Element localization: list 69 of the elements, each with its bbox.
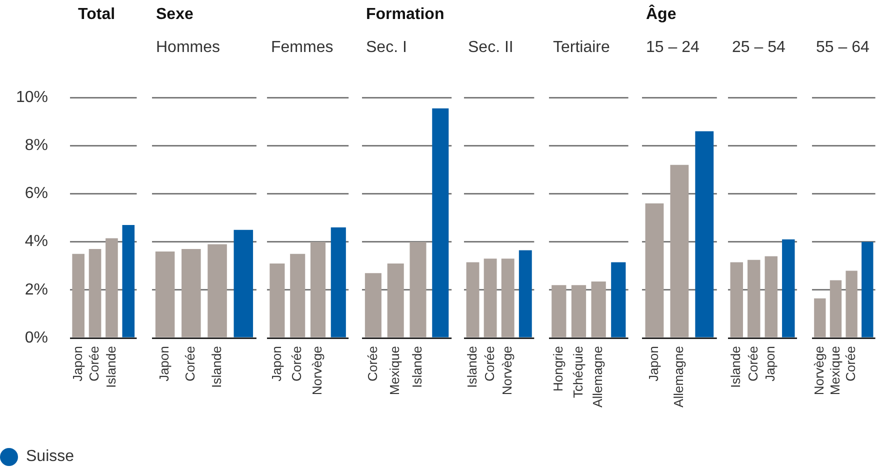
x-tick-label: Islande [103, 346, 118, 388]
bar [208, 244, 227, 338]
x-tick-label: Islande [208, 346, 224, 388]
chart-subtitle: 15 – 24 [646, 39, 700, 56]
x-tick-label: Japon [646, 346, 662, 382]
x-tick-label: Japon [268, 346, 284, 382]
x-tick-label: Mexique [827, 346, 842, 396]
y-tick-label: 6% [24, 185, 48, 202]
bar [155, 251, 175, 338]
x-tick-label: Japon [70, 346, 85, 382]
bar [270, 263, 285, 338]
bar [290, 254, 306, 338]
x-tick-label: Corée [482, 346, 497, 382]
chart-subtitle: Femmes [271, 39, 334, 56]
x-tick-label: Norvège [499, 346, 514, 396]
x-tick-label: Mexique [387, 346, 402, 396]
bar [748, 260, 760, 338]
x-tick-label: Islande [464, 346, 480, 388]
x-tick-label: Corée [182, 346, 198, 382]
chart-title: Formation [366, 6, 444, 23]
bar [182, 249, 201, 338]
y-tick-label: 4% [24, 233, 48, 250]
x-tick-label: Corée [86, 346, 102, 382]
chart-title: Âge [646, 6, 676, 23]
x-tick-label: Islande [728, 346, 744, 388]
chart-subtitle: 25 – 54 [732, 39, 786, 56]
bar [862, 242, 874, 338]
x-tick-label: Corée [289, 346, 304, 382]
y-tick-label: 8% [24, 137, 48, 154]
bar [830, 280, 842, 338]
legend-label: Suisse [26, 448, 74, 466]
bar [846, 270, 858, 338]
bar [387, 263, 404, 338]
chart-subtitle: Hommes [156, 39, 220, 56]
y-tick-label: 10% [16, 89, 48, 106]
x-tick-label: Tchéquie [570, 346, 586, 398]
x-tick-label: Corée [364, 346, 380, 382]
chart-title: Total [78, 6, 116, 23]
bar [310, 242, 326, 338]
x-tick-label: Norvège [310, 346, 325, 396]
x-tick-label: Corée [843, 346, 858, 382]
y-tick-label: 0% [24, 329, 48, 346]
bar [106, 238, 118, 338]
y-tick-label: 2% [24, 281, 48, 298]
x-tick-label: Japon [762, 346, 778, 382]
chart-subtitle: 55 – 64 [816, 39, 870, 56]
bar [782, 239, 795, 338]
x-tick-label: Corée [745, 346, 760, 382]
x-tick-label: Allemagne [590, 346, 606, 408]
chart-subtitle: Sec. II [468, 39, 514, 56]
bar [330, 227, 346, 338]
bar [814, 298, 826, 338]
chart-subtitle: Tertiaire [553, 39, 610, 56]
x-tick-label: Allemagne [671, 346, 686, 408]
bar [432, 108, 449, 338]
chart-title: Sexe [156, 6, 194, 23]
bar [730, 262, 743, 338]
x-tick-label: Japon [156, 346, 172, 382]
bar [764, 256, 778, 338]
x-tick-label: Norvège [811, 346, 826, 396]
bar [364, 273, 382, 338]
bar [122, 225, 135, 338]
bar [234, 230, 254, 338]
bar [410, 242, 426, 338]
bar [72, 254, 84, 338]
bar [88, 249, 102, 338]
chart-subtitle: Sec. I [366, 39, 407, 56]
x-tick-label: Islande [410, 346, 425, 388]
x-tick-label: Hongrie [550, 346, 566, 392]
